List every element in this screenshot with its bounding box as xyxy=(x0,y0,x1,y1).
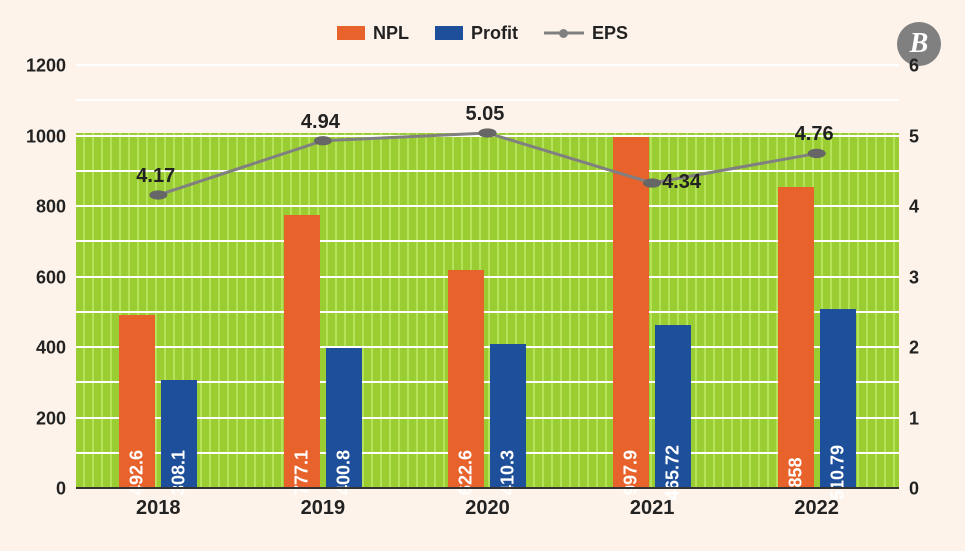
y-tick-right: 0 xyxy=(909,479,919,500)
eps-value-label: 4.17 xyxy=(136,165,175,188)
legend-item-profit: Profit xyxy=(435,23,518,44)
y-tick-left: 400 xyxy=(36,338,66,359)
eps-marker-icon xyxy=(149,190,167,199)
legend-label: NPL xyxy=(373,23,409,44)
y-tick-left: 1200 xyxy=(26,56,66,77)
eps-value-label: 4.76 xyxy=(795,123,834,146)
legend-swatch-icon xyxy=(337,26,365,40)
eps-marker-icon xyxy=(808,149,826,158)
legend: NPL Profit EPS xyxy=(18,18,947,48)
y-axis-left: 020040060080010001200 xyxy=(18,66,76,489)
x-tick-label: 2020 xyxy=(405,489,570,533)
y-axis-right: 0123456 xyxy=(899,66,947,489)
y-tick-right: 6 xyxy=(909,56,919,77)
eps-marker-icon xyxy=(478,128,496,137)
y-tick-left: 200 xyxy=(36,408,66,429)
eps-line xyxy=(158,133,816,195)
x-axis: 20182019202020212022 xyxy=(76,489,899,533)
y-tick-left: 0 xyxy=(56,479,66,500)
x-tick-label: 2019 xyxy=(241,489,406,533)
legend-line-icon xyxy=(544,26,584,40)
y-tick-right: 4 xyxy=(909,197,919,218)
x-tick-label: 2018 xyxy=(76,489,241,533)
line-series-layer: 4.17 4.94 5.05 4.34 4.76 xyxy=(76,66,899,489)
legend-label: EPS xyxy=(592,23,628,44)
eps-marker-icon xyxy=(314,136,332,145)
chart-container: NPLProfitEPS B 020040060080010001200 012… xyxy=(18,18,947,533)
legend-swatch-icon xyxy=(435,26,463,40)
legend-label: Profit xyxy=(471,23,518,44)
y-tick-right: 3 xyxy=(909,267,919,288)
eps-value-label: 5.05 xyxy=(466,103,505,126)
eps-value-label: 4.94 xyxy=(301,111,340,134)
y-tick-right: 1 xyxy=(909,408,919,429)
y-tick-right: 2 xyxy=(909,338,919,359)
legend-item-eps: EPS xyxy=(544,23,628,44)
eps-marker-icon xyxy=(643,178,661,187)
y-tick-right: 5 xyxy=(909,126,919,147)
y-tick-left: 600 xyxy=(36,267,66,288)
y-tick-left: 1000 xyxy=(26,126,66,147)
y-tick-left: 800 xyxy=(36,197,66,218)
eps-value-label: 4.34 xyxy=(662,171,701,194)
x-tick-label: 2021 xyxy=(570,489,735,533)
legend-item-npl: NPL xyxy=(337,23,409,44)
x-tick-label: 2022 xyxy=(734,489,899,533)
eps-line-svg xyxy=(76,66,899,489)
plot-area: 492.6308.1777.1400.8622.6410.3997.9465.7… xyxy=(76,66,899,489)
